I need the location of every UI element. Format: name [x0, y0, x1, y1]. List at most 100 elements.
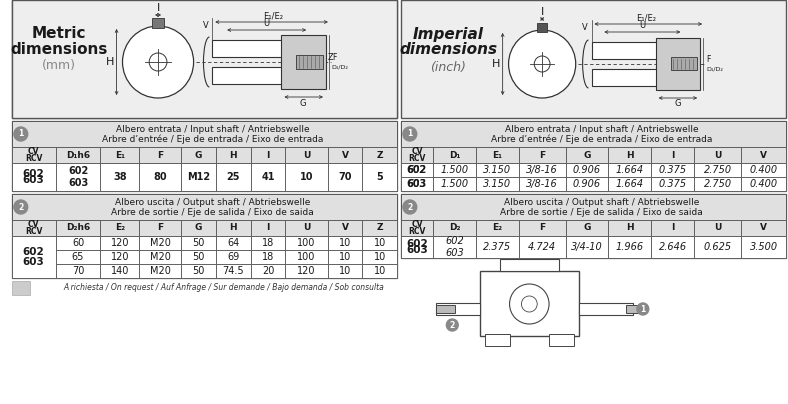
Text: 50: 50	[192, 238, 205, 248]
Bar	[181, 236, 216, 250]
Text: 603: 603	[406, 245, 428, 255]
Bar	[476, 177, 519, 191]
Text: I: I	[541, 7, 544, 17]
Bar	[485, 334, 510, 346]
Text: 603: 603	[23, 175, 45, 185]
Text: 5: 5	[377, 172, 383, 182]
Bar	[362, 163, 397, 191]
Text: 2: 2	[450, 320, 455, 330]
Bar	[436, 303, 480, 315]
Text: I: I	[266, 223, 269, 232]
Bar	[101, 220, 139, 236]
Text: U: U	[714, 223, 721, 232]
Bar	[741, 220, 786, 236]
Text: V: V	[341, 223, 348, 232]
Bar	[694, 236, 741, 258]
Text: 1.664: 1.664	[615, 165, 644, 175]
Text: 41: 41	[262, 172, 275, 182]
Text: 0.625: 0.625	[704, 242, 731, 252]
Bar	[401, 220, 433, 236]
Bar	[656, 38, 700, 90]
Bar	[401, 121, 786, 191]
Text: 69: 69	[227, 252, 240, 262]
Text: CV: CV	[28, 147, 39, 156]
Text: 1.500: 1.500	[440, 165, 469, 175]
Bar	[12, 121, 397, 147]
Circle shape	[14, 200, 28, 214]
Text: G: G	[195, 223, 203, 232]
Text: U: U	[639, 21, 645, 30]
Text: 18: 18	[262, 252, 274, 262]
Bar	[741, 147, 786, 163]
Bar	[401, 177, 433, 191]
Bar	[181, 250, 216, 264]
Bar	[251, 147, 285, 163]
Bar	[608, 236, 651, 258]
Text: 10: 10	[299, 172, 314, 182]
Circle shape	[522, 296, 537, 312]
Text: 10: 10	[339, 252, 351, 262]
Bar	[139, 147, 181, 163]
Bar	[328, 147, 362, 163]
Text: 3/4-10: 3/4-10	[571, 242, 603, 252]
Bar	[741, 163, 786, 177]
Bar	[362, 147, 397, 163]
Bar	[12, 121, 397, 191]
Text: Imperial: Imperial	[413, 27, 484, 42]
Bar	[281, 35, 326, 89]
Text: 64: 64	[227, 238, 240, 248]
Bar	[694, 220, 741, 236]
Bar	[433, 177, 476, 191]
Bar	[152, 18, 164, 28]
Bar	[139, 220, 181, 236]
Bar	[741, 177, 786, 191]
Text: Albero entrata / Input shaft / Antriebswelle: Albero entrata / Input shaft / Antriebsw…	[504, 125, 698, 134]
Text: 602
603: 602 603	[68, 166, 88, 188]
Text: M20: M20	[150, 252, 171, 262]
Bar	[362, 264, 397, 278]
Circle shape	[508, 30, 576, 98]
Text: 4.724: 4.724	[528, 242, 556, 252]
Text: Arbre de sortie / Eje de salida / Eixo de saida: Arbre de sortie / Eje de salida / Eixo d…	[111, 208, 314, 217]
Circle shape	[403, 127, 417, 141]
Bar	[12, 147, 397, 163]
Circle shape	[446, 319, 458, 331]
Text: M20: M20	[150, 238, 171, 248]
Bar	[251, 264, 285, 278]
Bar	[651, 147, 694, 163]
Text: Albero uscita / Output shaft / Abtriebswelle: Albero uscita / Output shaft / Abtriebsw…	[504, 198, 699, 207]
Bar	[362, 220, 397, 236]
Circle shape	[14, 127, 28, 141]
Text: U: U	[714, 151, 721, 160]
Bar	[12, 220, 397, 236]
Text: 1: 1	[407, 130, 412, 139]
Bar	[216, 220, 251, 236]
Bar	[285, 147, 328, 163]
Text: Z: Z	[377, 223, 383, 232]
Text: F: F	[157, 223, 163, 232]
Bar	[12, 0, 397, 118]
Bar	[401, 220, 786, 236]
Text: E₁: E₁	[115, 151, 125, 160]
Bar	[216, 264, 251, 278]
Bar	[401, 236, 433, 258]
Bar	[671, 57, 697, 70]
Bar	[328, 236, 362, 250]
Bar	[139, 236, 181, 250]
Bar	[608, 177, 651, 191]
Text: 0.400: 0.400	[749, 165, 778, 175]
Text: H: H	[229, 151, 237, 160]
Text: 3.150: 3.150	[483, 179, 511, 189]
Bar	[476, 163, 519, 177]
Text: E₂: E₂	[115, 223, 125, 232]
Text: 3/8-16: 3/8-16	[526, 179, 558, 189]
Text: 140: 140	[110, 266, 129, 276]
Bar	[296, 55, 323, 69]
Bar	[139, 163, 181, 191]
Text: 2: 2	[407, 202, 412, 212]
Text: F: F	[539, 151, 545, 160]
Text: 120: 120	[297, 266, 316, 276]
Text: H: H	[106, 57, 113, 67]
Text: Albero entrata / Input shaft / Antriebswelle: Albero entrata / Input shaft / Antriebsw…	[116, 125, 309, 134]
Bar	[181, 147, 216, 163]
